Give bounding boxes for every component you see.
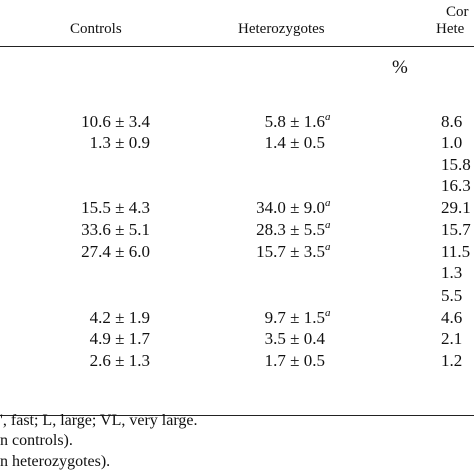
cell-heterozygotes xyxy=(210,155,334,175)
cell-controls: 10.6 ± 3.4 xyxy=(81,112,150,131)
cell-heterozygotes: 28.3 ± 5.5a xyxy=(256,219,331,239)
header-combined-line2: Hete xyxy=(436,21,465,37)
cell-combined: 16.3 xyxy=(441,176,471,195)
cell-controls: 27.4 ± 6.0 xyxy=(81,242,150,261)
cell-heterozygotes xyxy=(210,263,334,283)
header-combined-line1: Cor xyxy=(446,4,469,20)
footnote-2: n controls). xyxy=(0,432,73,449)
cell-controls: 1.3 ± 0.9 xyxy=(89,133,150,152)
cell-heterozygotes-value: 28.3 ± 5.5 xyxy=(256,220,325,239)
cell-combined: 1.0 xyxy=(441,133,463,152)
header-controls: Controls xyxy=(70,21,122,37)
cell-heterozygotes-value: 1.7 ± 0.5 xyxy=(264,351,325,370)
cell-combined: 15.8 xyxy=(441,155,471,174)
cell-combined: 1.2 xyxy=(441,351,463,370)
cell-heterozygotes: 5.8 ± 1.6a xyxy=(264,111,331,131)
cell-heterozygotes-value: 34.0 ± 9.0 xyxy=(256,198,325,217)
cell-controls: 15.5 ± 4.3 xyxy=(81,198,150,217)
cell-heterozygotes: 3.5 ± 0.4 xyxy=(210,329,334,349)
cell-combined: 11.5 xyxy=(441,242,471,261)
unit-label: % xyxy=(392,57,408,78)
cell-controls: 4.9 ± 1.7 xyxy=(89,329,150,348)
cell-heterozygotes xyxy=(210,286,334,306)
cell-heterozygotes xyxy=(210,176,334,196)
cell-heterozygotes-value: 3.5 ± 0.4 xyxy=(264,329,325,348)
header-heterozygotes: Heterozygotes xyxy=(238,21,325,37)
cell-combined: 4.6 xyxy=(441,308,463,327)
cell-heterozygotes-value: 5.8 ± 1.6 xyxy=(264,112,325,131)
cell-heterozygotes-value: 9.7 ± 1.5 xyxy=(264,308,325,327)
cell-controls: 33.6 ± 5.1 xyxy=(81,220,150,239)
cell-heterozygotes: 34.0 ± 9.0a xyxy=(256,197,331,217)
cell-heterozygotes: 1.7 ± 0.5 xyxy=(210,351,334,371)
cell-combined: 29.1 xyxy=(441,198,471,217)
cell-controls: 4.2 ± 1.9 xyxy=(89,308,150,327)
cell-combined: 8.6 xyxy=(441,112,463,131)
cell-combined: 5.5 xyxy=(441,286,463,305)
cell-heterozygotes-value: 15.7 ± 3.5 xyxy=(256,242,325,261)
header-rule xyxy=(0,46,474,47)
footnote-3: n heterozygotes). xyxy=(0,453,111,470)
cell-combined: 15.7 xyxy=(441,220,471,239)
cell-combined: 1.3 xyxy=(441,263,463,282)
bottom-rule xyxy=(0,415,474,416)
cell-heterozygotes: 1.4 ± 0.5 xyxy=(210,133,334,153)
cell-controls: 2.6 ± 1.3 xyxy=(89,351,150,370)
footnote-1: ', fast; L, large; VL, very large. xyxy=(0,412,198,429)
cell-heterozygotes-value: 1.4 ± 0.5 xyxy=(264,133,325,152)
cell-heterozygotes: 9.7 ± 1.5a xyxy=(264,307,331,327)
cell-combined: 2.1 xyxy=(441,329,463,348)
cell-heterozygotes: 15.7 ± 3.5a xyxy=(256,241,331,261)
